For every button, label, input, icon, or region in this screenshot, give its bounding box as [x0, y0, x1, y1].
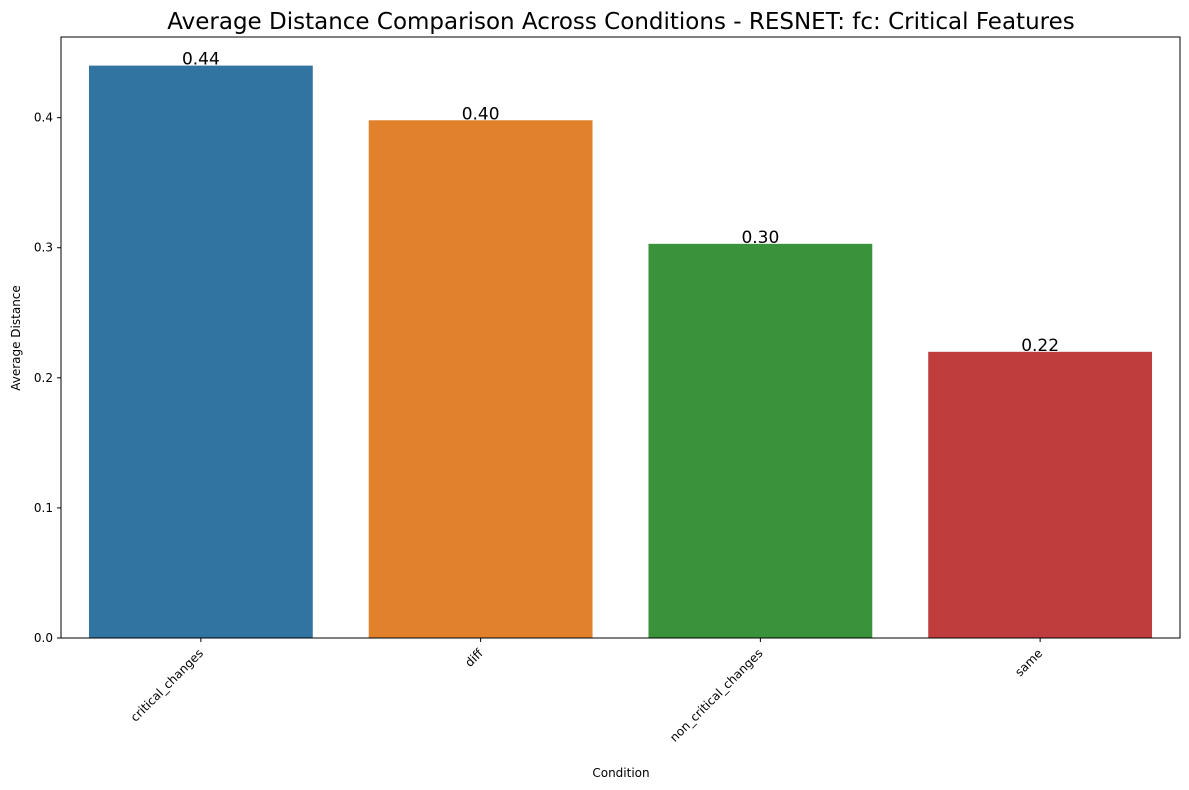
x-tick-label-critical_changes: critical_changes	[128, 646, 206, 724]
y-axis-title: Average Distance	[9, 285, 23, 391]
bars-group	[88, 65, 1153, 639]
plot-frame	[60, 36, 1181, 639]
y-tick-label: 0.1	[34, 501, 53, 515]
x-tick-label-same: same	[1012, 646, 1045, 679]
data-labels-group: 0.44 0.40 0.30 0.22	[182, 50, 1059, 356]
bar-critical_changes	[88, 65, 313, 639]
y-tick-label: 0.0	[34, 631, 53, 645]
y-tick-label: 0.3	[34, 241, 53, 255]
bar-same	[928, 351, 1153, 638]
x-axis: critical_changes diff non_critical_changes…	[128, 638, 1045, 745]
data-label-same: 0.22	[1021, 336, 1059, 356]
y-tick-label: 0.4	[34, 111, 53, 125]
x-tick-label-diff: diff	[462, 646, 486, 670]
x-tick-label-non_critical_changes: non_critical_changes	[667, 646, 765, 744]
y-tick-label: 0.2	[34, 371, 53, 385]
chart-title: Average Distance Comparison Across Condi…	[167, 9, 1074, 35]
data-label-critical_changes: 0.44	[182, 50, 220, 70]
bar-diff	[368, 120, 593, 638]
bar-non_critical_changes	[648, 243, 873, 639]
y-axis: 0.0 0.1 0.2 0.3 0.4	[34, 111, 61, 645]
data-label-non_critical_changes: 0.30	[741, 228, 779, 248]
data-label-diff: 0.40	[462, 104, 500, 124]
x-axis-title: Condition	[592, 766, 649, 780]
